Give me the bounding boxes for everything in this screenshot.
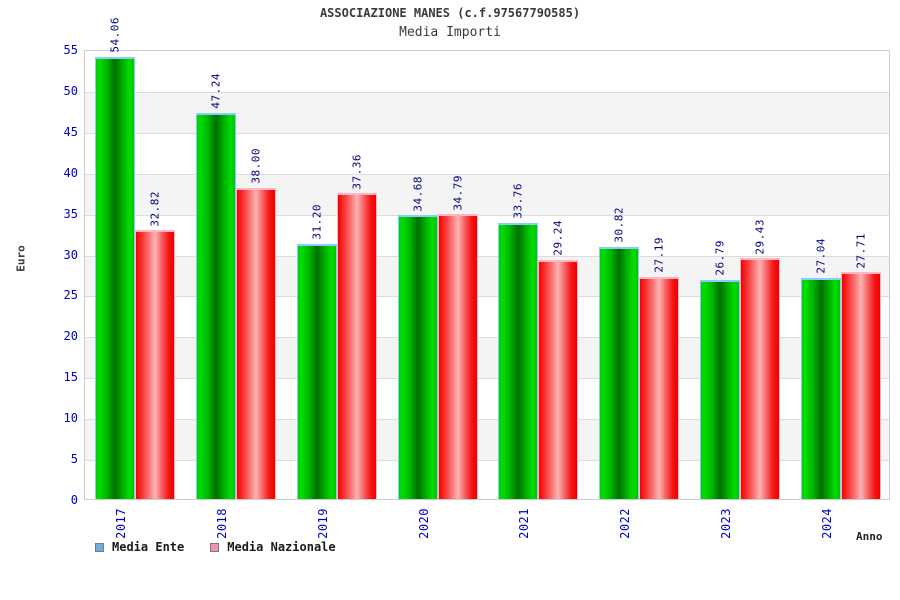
x-tick-label: 2019 [315,508,330,539]
gridline [85,419,889,421]
chart-subtitle: Media Importi [399,25,501,40]
bar-media-ente[interactable]: 27.04 [800,238,841,499]
gridline [85,460,889,462]
y-tick-label: 15 [63,370,78,385]
gridline [85,91,889,93]
gridline [85,255,889,257]
legend-swatch-icon [95,542,104,552]
bar-value-label: 27.19 [652,236,666,273]
plot-area: 54.06 32.82 47.24 38.00 31.20 37.36 34.68 34.79… [84,17,890,500]
y-tick-label: 25 [63,288,78,303]
gridline [85,214,889,216]
bar-media-nazionale[interactable]: 37.36 [336,154,377,499]
bar-value-label: 29.43 [753,218,767,255]
bar-value-label: 30.82 [612,207,626,243]
gridline [85,173,889,175]
bar-media-nazionale[interactable]: 27.71 [840,233,881,499]
bar-media-ente[interactable]: 31.20 [296,204,337,499]
bar-media-ente[interactable]: 54.06 [95,17,136,499]
x-tick-label: 2018 [215,508,230,539]
bar-media-ente[interactable]: 30.82 [599,207,640,499]
chart-title: ASSOCIAZIONE MANES (c.f.9756779O585) [319,6,581,20]
bar-value-label: 26.79 [713,240,727,276]
bar-value-label: 47.24 [209,72,223,109]
x-tick-label: 2022 [618,508,633,539]
bar-value-label: 34.79 [451,174,465,211]
y-axis-title: Euro [14,245,28,272]
bar-value-label: 33.76 [511,183,525,219]
bar-value-label: 31.20 [310,204,324,240]
bar-media-nazionale[interactable]: 29.43 [739,219,780,499]
y-tick-label: 45 [63,124,78,139]
bar-value-label: 54.06 [108,17,122,53]
y-tick-label: 0 [70,493,78,507]
y-tick-label: 30 [63,247,78,262]
x-tick-label: 2024 [819,508,834,539]
bar-media-nazionale[interactable]: 27.19 [639,237,680,499]
bar-media-ente[interactable]: 33.76 [498,183,539,499]
legend-item[interactable]: Media Ente [95,540,184,554]
bar-value-label: 32.82 [148,190,162,227]
gridline [85,378,889,380]
gridline [85,296,889,298]
bar-media-nazionale[interactable]: 38.00 [236,148,277,499]
gridline [85,132,889,134]
y-tick-label: 40 [63,165,78,180]
x-tick-label: 2020 [416,508,431,539]
bar-value-label: 38.00 [249,148,263,185]
bar-media-ente[interactable]: 47.24 [196,73,237,499]
bar-media-nazionale[interactable]: 29.24 [538,220,579,499]
bar-value-label: 27.04 [814,238,828,274]
legend-item[interactable]: Media Nazionale [210,540,336,554]
bar-media-nazionale[interactable]: 34.79 [437,175,478,499]
bar-value-label: 37.36 [350,153,364,190]
x-axis-title: Anno [856,530,883,543]
bar-media-ente[interactable]: 34.68 [397,176,438,499]
x-tick-label: 2023 [718,508,733,539]
bar-value-label: 34.68 [411,175,425,212]
y-tick-label: 35 [63,206,78,221]
y-tick-label: 5 [70,452,78,467]
chart-legend: Media Ente Media Nazionale [95,540,336,554]
bar-value-label: 29.24 [551,220,565,256]
y-tick-label: 20 [63,329,78,344]
y-axis-tick-labels: 0 5 10 15 20 25 30 35 40 45 50 55 [42,0,78,600]
gridline [85,337,889,339]
bar-value-label: 27.71 [854,232,868,269]
legend-swatch-icon [210,542,220,552]
x-tick-label: 2017 [114,508,129,539]
bar-media-nazionale[interactable]: 32.82 [135,191,176,499]
y-tick-label: 10 [63,411,78,426]
y-tick-label: 55 [63,43,78,57]
x-tick-label: 2021 [517,508,532,539]
y-tick-label: 50 [63,83,78,98]
legend-label: Media Nazionale [227,540,336,554]
legend-label: Media Ente [112,540,185,554]
bar-media-ente[interactable]: 26.79 [699,240,740,499]
